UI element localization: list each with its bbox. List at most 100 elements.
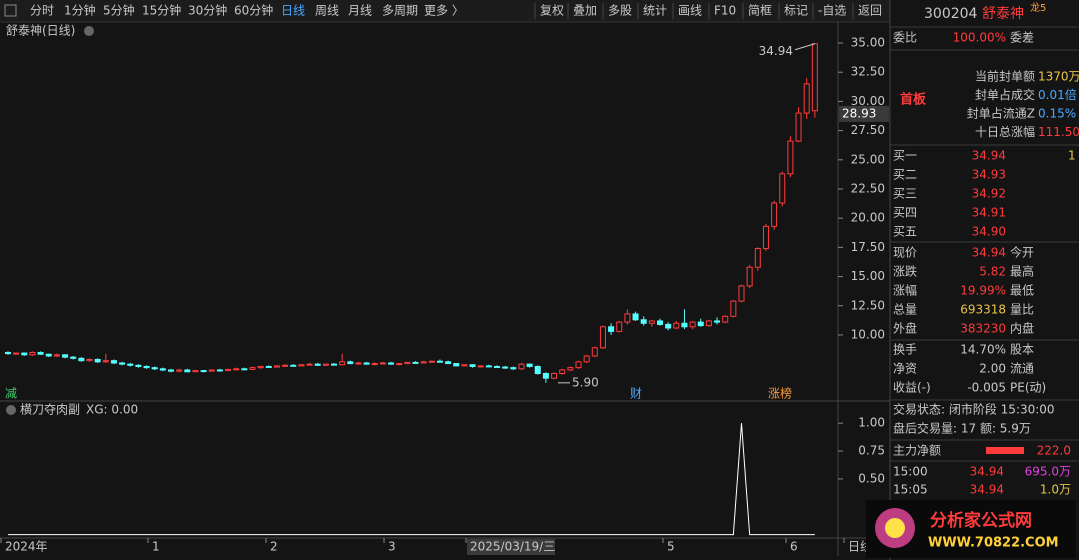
x-tick-label: 1 — [152, 540, 160, 554]
candle-body — [453, 363, 460, 367]
y-tick-label: 22.50 — [851, 181, 885, 195]
candle-body — [135, 364, 142, 367]
candle-body — [428, 360, 435, 363]
candle-body — [339, 361, 346, 366]
tool-button[interactable]: -自选 — [818, 4, 846, 18]
seal-value: 0.01倍 — [1038, 87, 1077, 102]
period-tab[interactable]: 周线 — [315, 4, 339, 18]
seal-label: 封单占成交 — [975, 87, 1035, 102]
candle-body — [746, 266, 753, 287]
y-tick-label: 35.00 — [851, 36, 885, 50]
candle-body — [306, 363, 313, 366]
tool-button[interactable]: 标记 — [784, 4, 808, 18]
seal-label: 十日总涨幅 — [975, 124, 1035, 139]
candle-body — [640, 319, 647, 324]
bid-price: 34.93 — [972, 168, 1006, 182]
candle-body — [559, 369, 566, 374]
candle-body — [657, 320, 663, 325]
candle-body — [787, 140, 794, 175]
candle-body — [412, 361, 419, 364]
trade-price: 34.94 — [970, 483, 1004, 497]
candle-body — [485, 365, 492, 368]
bid-volume: 1 — [1068, 149, 1076, 163]
period-tab[interactable]: 更多 〉 — [424, 4, 464, 18]
tool-button[interactable]: F10 — [714, 4, 736, 18]
candle-body — [192, 370, 199, 373]
trade-status: 交易状态: 闭市阶段 15:30:00 — [893, 402, 1055, 417]
candle-body — [754, 248, 761, 268]
tool-button[interactable]: 画线 — [678, 4, 702, 18]
bid-label: 买一 — [893, 149, 917, 163]
candle-body — [273, 365, 280, 368]
candle-body — [347, 361, 354, 365]
stock-code: 300204 — [924, 6, 978, 22]
y-tick-label: 27.50 — [851, 123, 885, 137]
seal-label: 封单占流通Z — [967, 106, 1035, 121]
board-label: 首板 — [900, 92, 927, 108]
stat-label: 量比 — [1010, 303, 1034, 317]
menu-icon[interactable] — [84, 26, 94, 36]
stat-label: 最低 — [1010, 284, 1034, 298]
stat-label: 涨幅 — [893, 283, 917, 298]
stat-value: 5.82 — [979, 265, 1006, 279]
candle-body — [102, 360, 109, 363]
candle-body — [608, 326, 615, 332]
candle-body — [526, 363, 533, 367]
x-tick-label: 5 — [667, 540, 675, 554]
candle-body — [216, 369, 223, 372]
bid-price: 34.90 — [972, 225, 1006, 239]
toolbar-icon[interactable] — [4, 4, 17, 17]
candle-body — [738, 285, 745, 302]
price-tag-label: 28.93 — [842, 106, 876, 120]
high-arrow — [794, 43, 815, 51]
x-tick-label: 3 — [388, 540, 396, 554]
period-tab[interactable]: 日线 — [281, 4, 305, 18]
menu-icon[interactable] — [6, 405, 16, 415]
tool-button[interactable]: 叠加 — [573, 4, 597, 18]
after-hours: 盘后交易量: 17 额: 5.9万 — [893, 421, 1031, 436]
tool-button[interactable]: 简框 — [748, 4, 772, 18]
candle-body — [396, 363, 403, 366]
candle-body — [518, 363, 525, 370]
candle-body — [13, 352, 20, 355]
main-net-bar — [986, 447, 1024, 454]
stat-label: 净资 — [893, 362, 917, 376]
candle-body — [86, 358, 93, 362]
stat-value: 19.99% — [960, 284, 1006, 298]
tool-button[interactable]: 复权 — [540, 4, 564, 18]
candle-body — [363, 362, 370, 365]
y-tick-label: 0.75 — [858, 444, 885, 458]
tool-button[interactable]: 返回 — [858, 4, 882, 18]
candle-body — [151, 367, 158, 370]
tool-button[interactable]: 统计 — [643, 4, 667, 18]
period-tab[interactable]: 月线 — [348, 4, 372, 18]
candle-body — [697, 321, 704, 327]
period-tab[interactable]: 30分钟 — [188, 3, 227, 18]
tool-button[interactable]: 多股 — [608, 4, 632, 18]
x-tick-label: 2025/03/19/三 — [470, 540, 555, 554]
logo-icon — [885, 518, 905, 538]
bid-label: 买二 — [893, 168, 917, 182]
candle-body — [599, 326, 606, 349]
period-tab[interactable]: 分时 — [30, 4, 54, 18]
y-tick-label: 12.50 — [851, 298, 885, 312]
candle-body — [184, 369, 191, 373]
period-tab[interactable]: 1分钟 — [64, 3, 96, 18]
indicator-readout: XG: 0.00 — [86, 403, 138, 417]
candle-body — [648, 320, 655, 324]
y-tick-label: 20.00 — [851, 211, 885, 225]
bid-price: 34.91 — [972, 206, 1006, 220]
candle-body — [689, 321, 696, 328]
period-tab[interactable]: 60分钟 — [234, 3, 273, 18]
x-tick-label: 6 — [790, 540, 798, 554]
period-tab[interactable]: 5分钟 — [103, 3, 135, 18]
x-tick-label: 2 — [270, 540, 278, 554]
period-tab[interactable]: 多周期 — [382, 4, 418, 18]
candle-body — [249, 367, 256, 370]
x-tick-label: 2024年 — [5, 540, 48, 554]
period-tab[interactable]: 15分钟 — [142, 3, 181, 18]
candle-body — [168, 369, 174, 372]
chart-title: 舒泰神(日线) — [6, 24, 75, 38]
